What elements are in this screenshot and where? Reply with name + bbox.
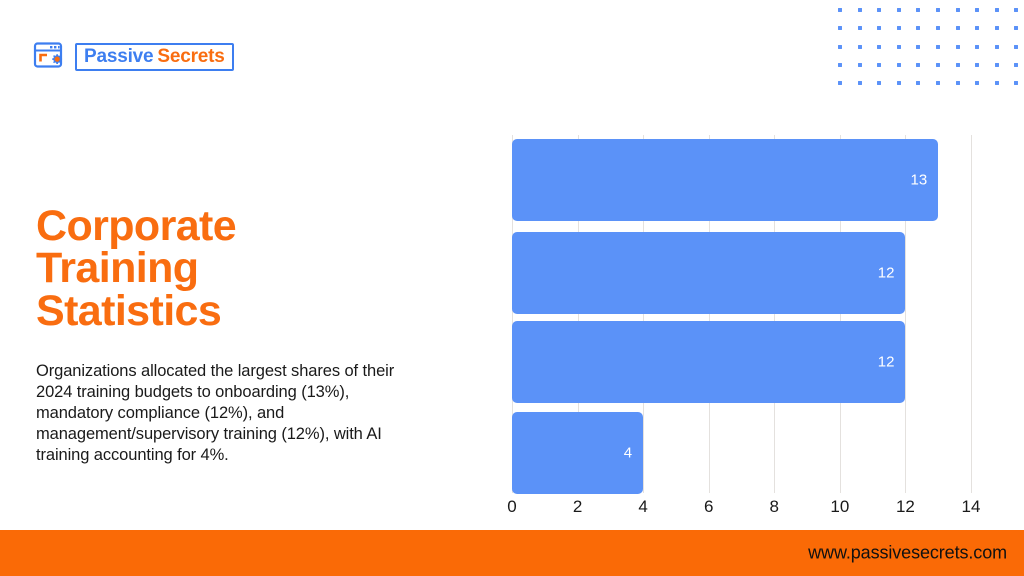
brand-name-primary: Passive	[84, 46, 154, 67]
dot-grid-decoration	[838, 0, 1024, 85]
decorative-dot	[877, 44, 882, 49]
chart-bar-value-label: 12	[877, 264, 895, 282]
brand-wordmark: Passive Secrets	[75, 43, 234, 71]
decorative-dot	[975, 8, 980, 13]
decorative-dot	[955, 26, 960, 31]
decorative-dot	[994, 8, 999, 13]
decorative-dot	[936, 26, 940, 31]
decorative-dot	[877, 62, 882, 67]
page-title-line-1: Corporate	[36, 201, 237, 250]
decorative-dot	[936, 44, 940, 49]
decorative-dot	[936, 81, 940, 85]
decorative-dot	[838, 26, 842, 31]
decorative-dot	[1014, 26, 1019, 31]
chart-bar-value-label: 12	[877, 353, 895, 371]
chart-gridline	[774, 135, 776, 493]
decorative-dot	[955, 62, 960, 67]
decorative-dot	[1014, 8, 1019, 13]
decorative-dot	[896, 62, 901, 67]
chart-bar[interactable]: 12	[512, 321, 906, 403]
decorative-dot	[896, 8, 901, 13]
footer-website-url: www.passivesecrets.com	[808, 542, 1007, 563]
chart-gridline	[905, 135, 907, 493]
chart-x-tick-label: 2	[572, 497, 583, 516]
decorative-dot	[877, 8, 882, 13]
footer-bar: www.passivesecrets.com	[0, 530, 1024, 576]
decorative-dot	[916, 26, 921, 31]
decorative-dot	[838, 62, 842, 67]
decorative-dot	[975, 44, 980, 49]
brand-logo[interactable]: Passive Secrets	[33, 41, 234, 73]
decorative-dot	[916, 62, 921, 67]
decorative-dot	[975, 62, 980, 67]
decorative-dot	[1014, 62, 1019, 67]
decorative-dot	[916, 81, 921, 85]
chart-bar-value-label: 4	[623, 444, 633, 462]
chart-gridline	[708, 135, 710, 493]
page-title-line-2: Training	[36, 244, 199, 293]
page-title: Corporate Training Statistics	[36, 205, 436, 333]
decorative-dot	[1014, 81, 1019, 85]
decorative-dot	[936, 8, 940, 13]
chart-x-tick-label: 4	[638, 497, 648, 516]
decorative-dot	[838, 8, 842, 13]
page-title-line-3: Statistics	[36, 286, 222, 335]
chart-bar-row: 12	[512, 232, 971, 314]
chart-bar-value-label: 13	[910, 171, 928, 189]
bar-chart: 13 12 12 4	[512, 135, 972, 494]
chart-x-axis: 0 2 4 6 8 10 12 14	[507, 497, 980, 522]
decorative-dot	[857, 44, 862, 49]
decorative-dot	[955, 8, 960, 13]
chart-bar-row: 4	[512, 412, 971, 494]
decorative-dot	[857, 8, 862, 13]
decorative-dot	[877, 81, 882, 85]
chart-x-tick-label: 12	[895, 497, 915, 516]
decorative-dot	[955, 44, 960, 49]
decorative-dot	[896, 26, 901, 31]
chart-bar[interactable]: 13	[512, 139, 939, 221]
brand-name-secondary: Secrets	[157, 46, 225, 67]
decorative-dot	[994, 44, 999, 49]
chart-gridline	[577, 135, 579, 493]
chart-bar[interactable]: 12	[512, 232, 906, 314]
decorative-dot	[994, 81, 999, 85]
decorative-dot	[994, 26, 999, 31]
chart-x-tick-label: 14	[961, 497, 981, 516]
chart-gridline	[971, 135, 972, 493]
chart-plot-area: 13 12 12 4	[512, 135, 972, 494]
decorative-dot	[955, 81, 960, 85]
chart-bar[interactable]: 4	[512, 412, 644, 494]
decorative-dot	[877, 26, 882, 31]
body-paragraph: Organizations allocated the largest shar…	[36, 361, 395, 464]
decorative-dot	[838, 44, 842, 49]
decorative-dot	[994, 62, 999, 67]
decorative-dot	[916, 44, 921, 49]
chart-x-tick-label: 8	[769, 497, 780, 516]
decorative-dot	[857, 62, 862, 67]
decorative-dot	[857, 26, 862, 31]
decorative-dot	[838, 81, 842, 85]
chart-gridline	[512, 135, 513, 493]
chart-gridline	[643, 135, 645, 493]
decorative-dot	[1014, 44, 1019, 49]
chart-x-tick-label: 10	[830, 497, 850, 516]
decorative-dot	[857, 81, 862, 85]
decorative-dot	[916, 8, 921, 13]
chart-x-tick-label: 0	[507, 497, 517, 516]
chart-bar-row: 12	[512, 321, 971, 403]
decorative-dot	[975, 26, 980, 31]
chart-gridline	[839, 135, 841, 493]
decorative-dot	[936, 62, 940, 67]
browser-window-gear-icon	[33, 41, 69, 73]
chart-x-tick-label: 6	[703, 497, 714, 516]
decorative-dot	[896, 44, 901, 49]
chart-bar-row: 13	[512, 139, 971, 221]
decorative-dot	[975, 81, 980, 85]
decorative-dot	[896, 81, 901, 85]
